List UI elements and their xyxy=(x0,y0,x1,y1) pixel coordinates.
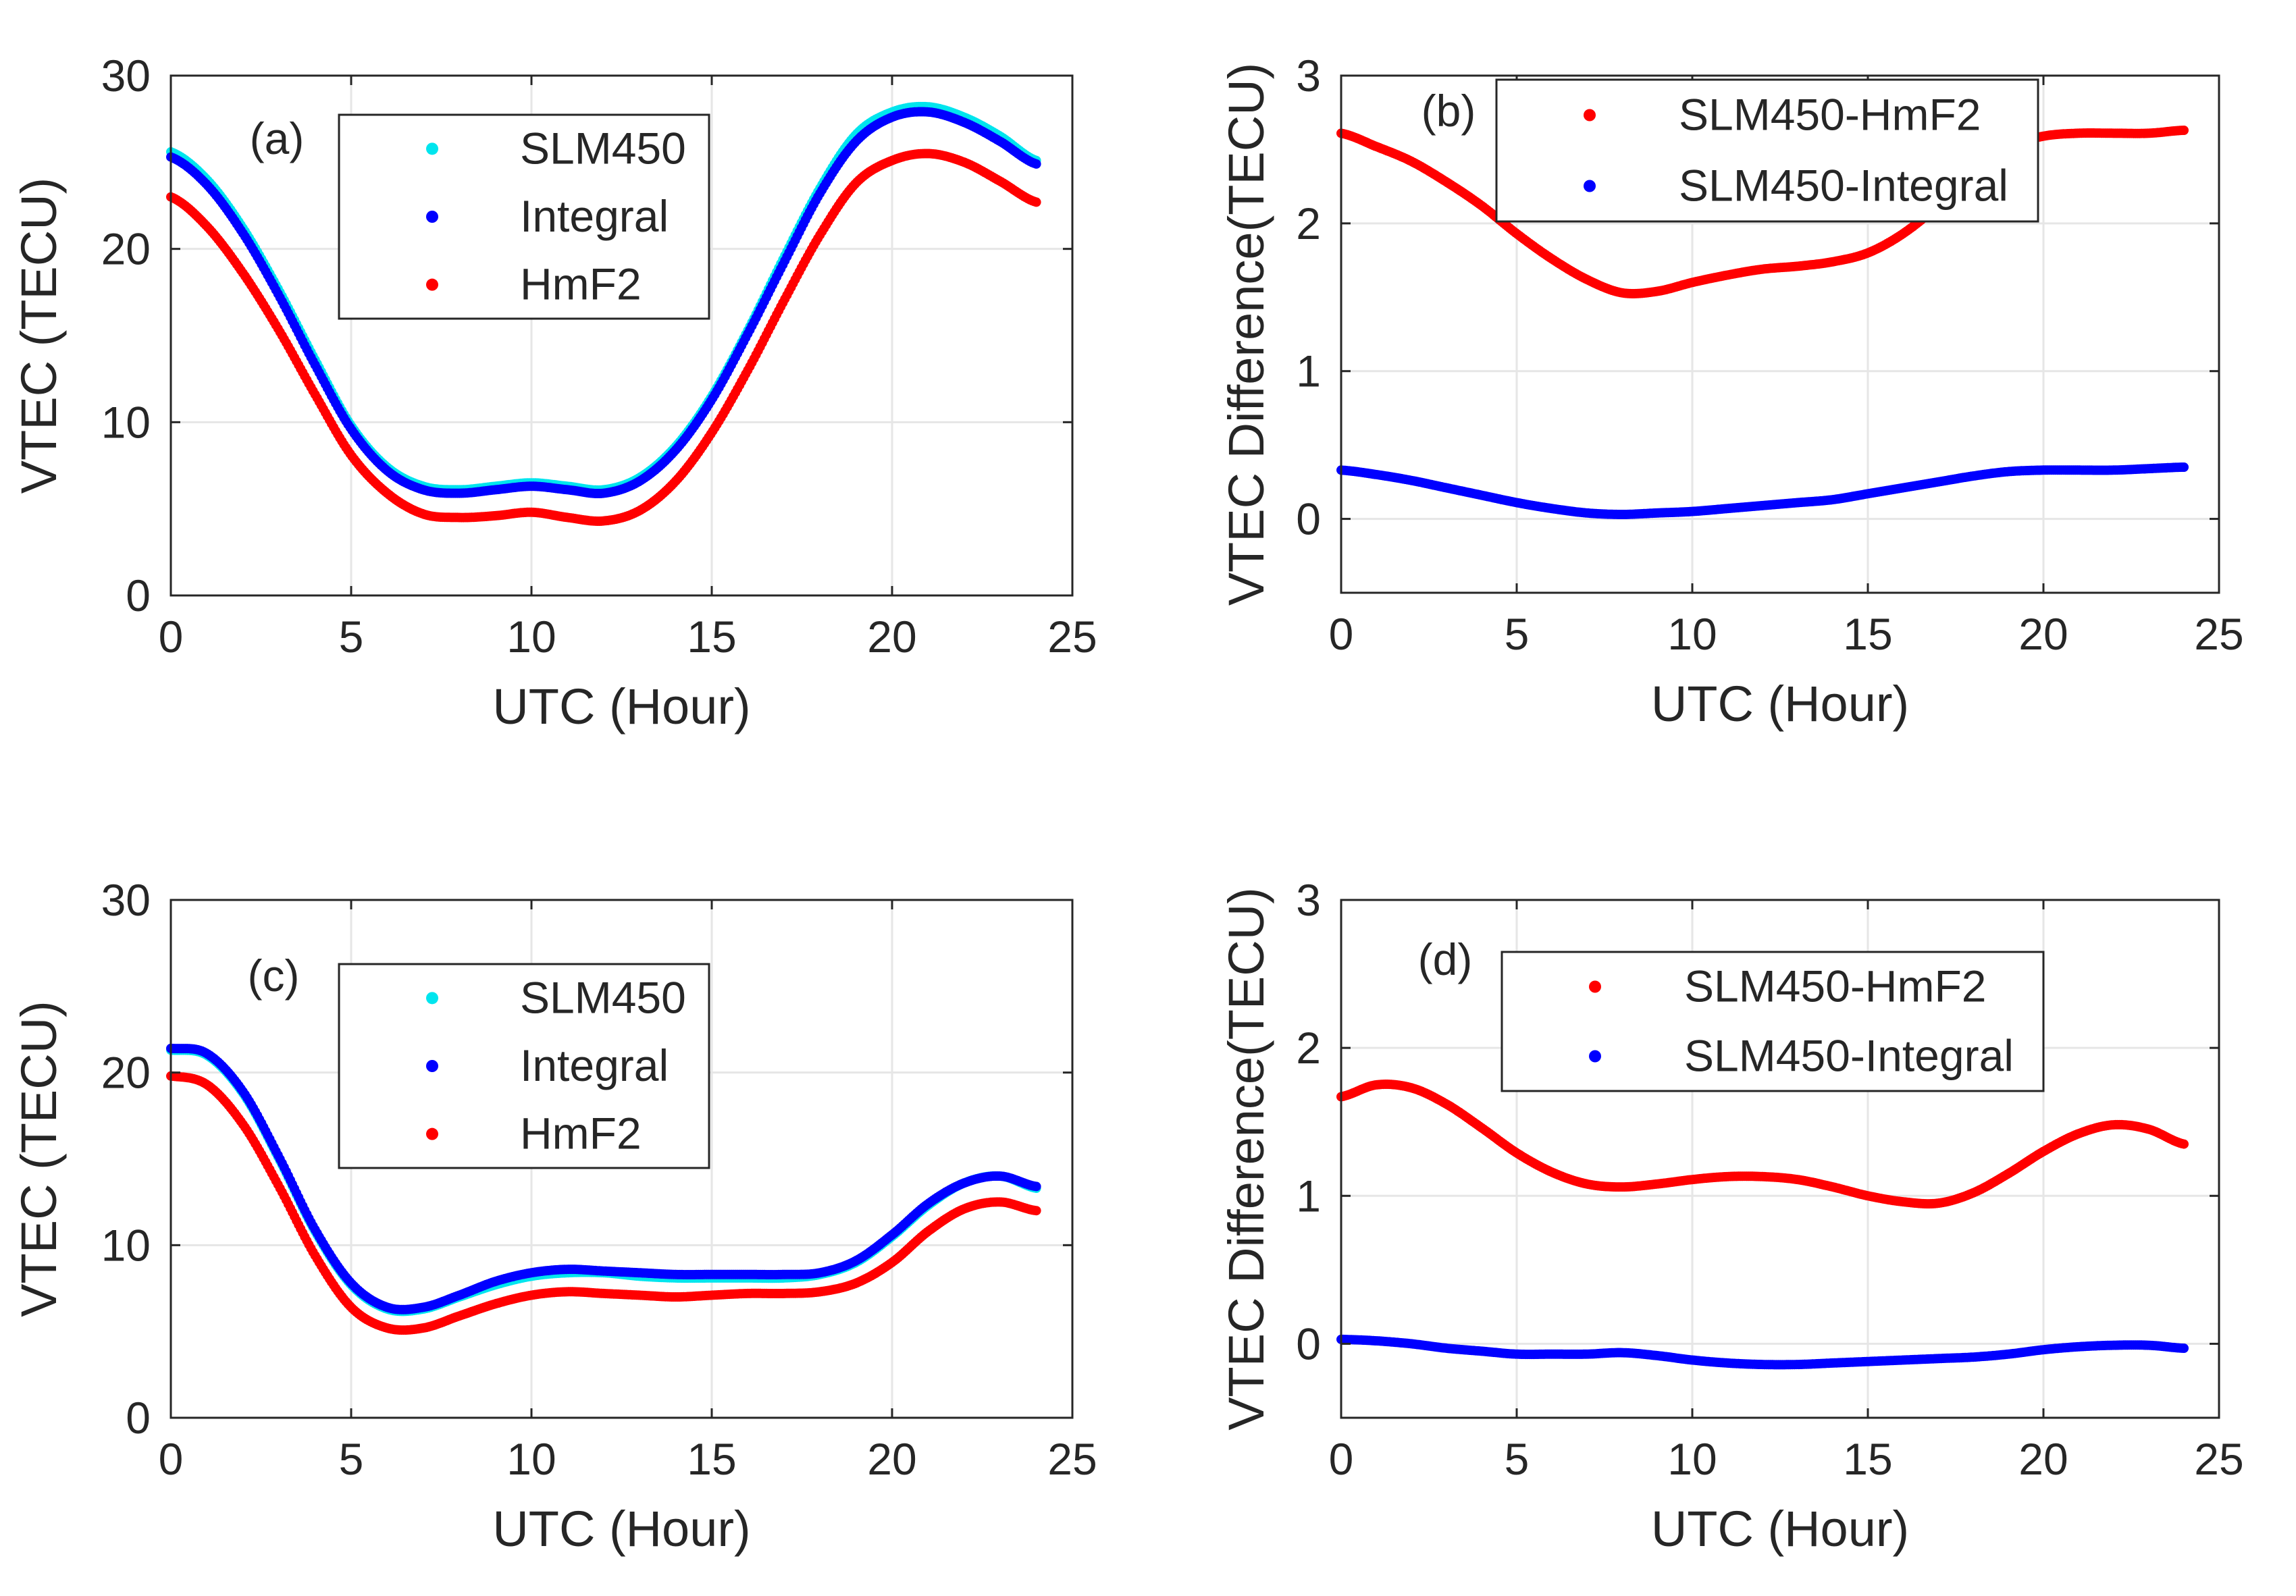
legend-label: SLM450-HmF2 xyxy=(1679,90,1981,140)
x-axis-label: UTC (Hour) xyxy=(1651,676,1909,732)
y-tick-label: 20 xyxy=(101,224,151,274)
axes-box xyxy=(1340,74,2220,594)
y-tick-label: 10 xyxy=(101,1220,151,1270)
x-tick-label: 20 xyxy=(867,1434,916,1484)
x-tick-label: 25 xyxy=(2194,1434,2243,1484)
panel-d: 0 5 10 15 20 25 0 1 2 3 UTC (Hour) VTEC Difference(… xyxy=(1218,875,2244,1557)
x-tick-label: 5 xyxy=(339,1434,364,1484)
x-tick-label: 25 xyxy=(1047,1434,1097,1484)
x-tick-label: 0 xyxy=(1329,609,1354,659)
y-axis-label: VTEC (TECU) xyxy=(11,178,67,494)
y-tick-label: 2 xyxy=(1296,198,1321,248)
y-tick-label: 1 xyxy=(1296,346,1321,396)
x-tick-label: 10 xyxy=(506,612,556,662)
legend-marker xyxy=(1589,980,1601,993)
legend: SLM450-HmF2 SLM450-Integral xyxy=(1501,951,2045,1092)
y-axis-label: VTEC Difference(TECU) xyxy=(1218,63,1274,606)
panel-label: (c) xyxy=(248,951,300,1001)
legend-box xyxy=(338,113,710,320)
data-point xyxy=(1031,197,1041,207)
legend-marker xyxy=(426,142,438,155)
legend: SLM450-HmF2 SLM450-Integral xyxy=(1495,78,2039,223)
x-tick-label: 10 xyxy=(1667,609,1717,659)
panel-a: 0 5 10 15 20 25 0 10 20 30 UTC (Hour) VTEC (TECU) (a… xyxy=(11,51,1097,735)
data-point xyxy=(2179,1139,2189,1149)
legend-label: SLM450-Integral xyxy=(1679,161,2008,211)
x-tick-label: 15 xyxy=(687,1434,736,1484)
x-tick-label: 0 xyxy=(1329,1434,1354,1484)
y-tick-label: 3 xyxy=(1296,875,1321,925)
legend-marker xyxy=(1584,109,1596,122)
y-tick-label: 0 xyxy=(1296,494,1321,544)
legend-label: HmF2 xyxy=(520,259,642,309)
legend-label: SLM450 xyxy=(520,972,686,1022)
legend-marker xyxy=(426,211,438,223)
series-integral xyxy=(166,107,1041,498)
legend-marker xyxy=(426,992,438,1005)
legend-label: Integral xyxy=(520,1040,669,1090)
legend-marker xyxy=(426,1060,438,1072)
legend-box xyxy=(1495,78,2039,223)
axes-box xyxy=(169,74,1074,597)
y-tick-label: 20 xyxy=(101,1048,151,1098)
legend: SLM450 Integral HmF2 xyxy=(338,113,710,320)
y-tick-label: 10 xyxy=(101,397,151,447)
legend-label: SLM450 xyxy=(520,123,686,173)
x-tick-label: 10 xyxy=(1667,1434,1717,1484)
x-tick-label: 5 xyxy=(1505,1434,1530,1484)
x-axis-label: UTC (Hour) xyxy=(492,679,750,735)
legend-marker xyxy=(1584,180,1596,192)
panel-label: (b) xyxy=(1421,86,1476,136)
x-tick-label: 5 xyxy=(339,612,364,662)
series-integral xyxy=(166,1043,1041,1314)
legend-label: SLM450-HmF2 xyxy=(1684,961,1986,1011)
x-tick-label: 15 xyxy=(1843,609,1892,659)
x-tick-label: 20 xyxy=(2018,1434,2068,1484)
y-tick-label: 2 xyxy=(1296,1023,1321,1073)
x-tick-label: 10 xyxy=(506,1434,556,1484)
x-axis-label: UTC (Hour) xyxy=(492,1501,750,1557)
y-tick-label: 30 xyxy=(101,875,151,925)
x-tick-label: 25 xyxy=(2194,609,2243,659)
data-point xyxy=(1031,1181,1041,1192)
legend-marker xyxy=(1589,1050,1601,1063)
y-axis-label: VTEC (TECU) xyxy=(11,1001,67,1317)
legend-label: Integral xyxy=(520,191,669,241)
legend-marker xyxy=(426,1127,438,1140)
legend-marker xyxy=(426,278,438,291)
panel-label: (d) xyxy=(1418,934,1473,984)
y-tick-label: 3 xyxy=(1296,51,1321,101)
panel-label: (a) xyxy=(250,113,305,163)
x-tick-label: 20 xyxy=(867,612,916,662)
x-tick-label: 15 xyxy=(1843,1434,1892,1484)
series-hmf2 xyxy=(166,149,1041,526)
series-slm450-integral xyxy=(1336,462,2189,519)
legend-label: HmF2 xyxy=(520,1109,642,1159)
x-tick-label: 15 xyxy=(687,612,736,662)
x-tick-label: 25 xyxy=(1047,612,1097,662)
x-tick-label: 20 xyxy=(2018,609,2068,659)
y-tick-label: 30 xyxy=(101,51,151,101)
y-tick-label: 0 xyxy=(126,570,151,620)
y-tick-label: 0 xyxy=(1296,1319,1321,1368)
x-tick-label: 5 xyxy=(1505,609,1530,659)
panel-b: 0 5 10 15 20 25 0 1 2 3 UTC (Hour) VTEC Difference(… xyxy=(1218,51,2244,732)
series-hmf2 xyxy=(166,1071,1041,1335)
y-axis-label: VTEC Difference(TECU) xyxy=(1218,887,1274,1431)
x-axis-label: UTC (Hour) xyxy=(1651,1501,1909,1557)
data-point xyxy=(1031,1206,1041,1216)
data-point xyxy=(2179,1344,2189,1353)
panel-c: 0 5 10 15 20 25 0 10 20 30 UTC (Hour) VTEC (TECU) (c… xyxy=(11,875,1097,1557)
y-tick-label: 1 xyxy=(1296,1171,1321,1221)
legend: SLM450 Integral HmF2 xyxy=(338,963,710,1169)
y-tick-label: 0 xyxy=(126,1393,151,1443)
data-point xyxy=(2179,462,2189,472)
x-tick-label: 0 xyxy=(159,612,184,662)
legend-label: SLM450-Integral xyxy=(1684,1031,2014,1081)
data-point xyxy=(1031,159,1041,169)
data-point xyxy=(2179,126,2189,135)
x-tick-label: 0 xyxy=(159,1434,184,1484)
